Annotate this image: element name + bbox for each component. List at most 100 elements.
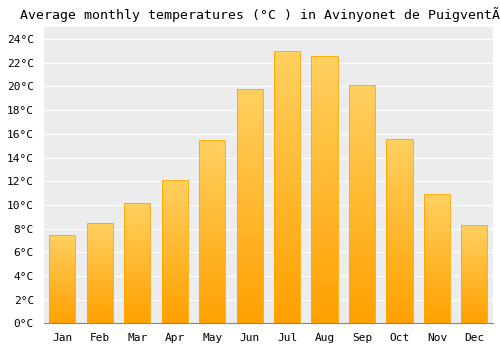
Bar	[274, 214, 300, 217]
Bar	[162, 237, 188, 239]
Bar	[236, 270, 262, 272]
Bar	[199, 275, 226, 278]
Bar	[386, 139, 412, 323]
Bar	[86, 223, 113, 224]
Bar	[236, 253, 262, 255]
Bar	[349, 183, 375, 185]
Bar	[461, 283, 487, 284]
Bar	[461, 252, 487, 253]
Bar	[312, 80, 338, 83]
Bar	[236, 246, 262, 248]
Bar	[124, 321, 150, 322]
Bar	[124, 260, 150, 262]
Bar	[349, 257, 375, 259]
Bar	[349, 199, 375, 202]
Bar	[424, 203, 450, 204]
Bar	[274, 296, 300, 299]
Bar	[349, 97, 375, 99]
Bar	[424, 248, 450, 250]
Bar	[274, 225, 300, 228]
Bar	[349, 104, 375, 107]
Bar	[199, 160, 226, 162]
Bar	[162, 266, 188, 267]
Bar	[50, 254, 76, 255]
Bar	[386, 322, 412, 323]
Bar	[274, 236, 300, 239]
Bar	[349, 238, 375, 240]
Bar	[461, 303, 487, 304]
Bar	[124, 322, 150, 323]
Bar	[274, 157, 300, 160]
Bar	[424, 233, 450, 234]
Bar	[312, 224, 338, 227]
Bar	[162, 259, 188, 260]
Bar	[124, 288, 150, 289]
Bar	[461, 299, 487, 300]
Bar	[461, 256, 487, 257]
Bar	[461, 322, 487, 323]
Bar	[312, 294, 338, 296]
Bar	[236, 91, 262, 93]
Bar	[312, 83, 338, 85]
Bar	[199, 266, 226, 268]
Bar	[349, 128, 375, 131]
Bar	[461, 295, 487, 296]
Bar	[274, 288, 300, 290]
Bar	[86, 301, 113, 302]
Bar	[424, 322, 450, 323]
Bar	[386, 299, 412, 301]
Bar	[236, 185, 262, 187]
Bar	[199, 224, 226, 226]
Bar	[124, 258, 150, 259]
Bar	[162, 210, 188, 211]
Bar	[386, 314, 412, 316]
Bar	[86, 283, 113, 284]
Bar	[124, 300, 150, 302]
Bar	[424, 239, 450, 241]
Bar	[199, 248, 226, 250]
Bar	[312, 302, 338, 304]
Bar	[349, 142, 375, 145]
Bar	[386, 250, 412, 251]
Bar	[274, 51, 300, 54]
Bar	[386, 255, 412, 257]
Bar	[86, 297, 113, 298]
Bar	[461, 308, 487, 309]
Bar	[349, 209, 375, 211]
Bar	[162, 219, 188, 220]
Bar	[424, 232, 450, 233]
Bar	[312, 214, 338, 216]
Bar	[199, 147, 226, 149]
Bar	[349, 250, 375, 252]
Bar	[461, 293, 487, 294]
Bar	[86, 299, 113, 300]
Bar	[386, 262, 412, 264]
Bar	[236, 89, 262, 323]
Bar	[424, 255, 450, 256]
Bar	[236, 192, 262, 194]
Bar	[162, 299, 188, 300]
Bar	[461, 286, 487, 287]
Bar	[124, 234, 150, 235]
Bar	[50, 319, 76, 320]
Bar	[349, 85, 375, 323]
Bar	[386, 225, 412, 227]
Bar	[349, 169, 375, 171]
Bar	[312, 77, 338, 80]
Bar	[349, 188, 375, 190]
Bar	[386, 170, 412, 172]
Bar	[162, 315, 188, 316]
Bar	[386, 161, 412, 163]
Bar	[386, 229, 412, 231]
Bar	[312, 321, 338, 323]
Bar	[274, 318, 300, 321]
Bar	[86, 253, 113, 254]
Bar	[50, 295, 76, 296]
Bar	[461, 242, 487, 243]
Bar	[162, 285, 188, 286]
Bar	[236, 147, 262, 150]
Bar	[274, 78, 300, 81]
Bar	[199, 186, 226, 188]
Bar	[50, 238, 76, 239]
Bar	[312, 144, 338, 147]
